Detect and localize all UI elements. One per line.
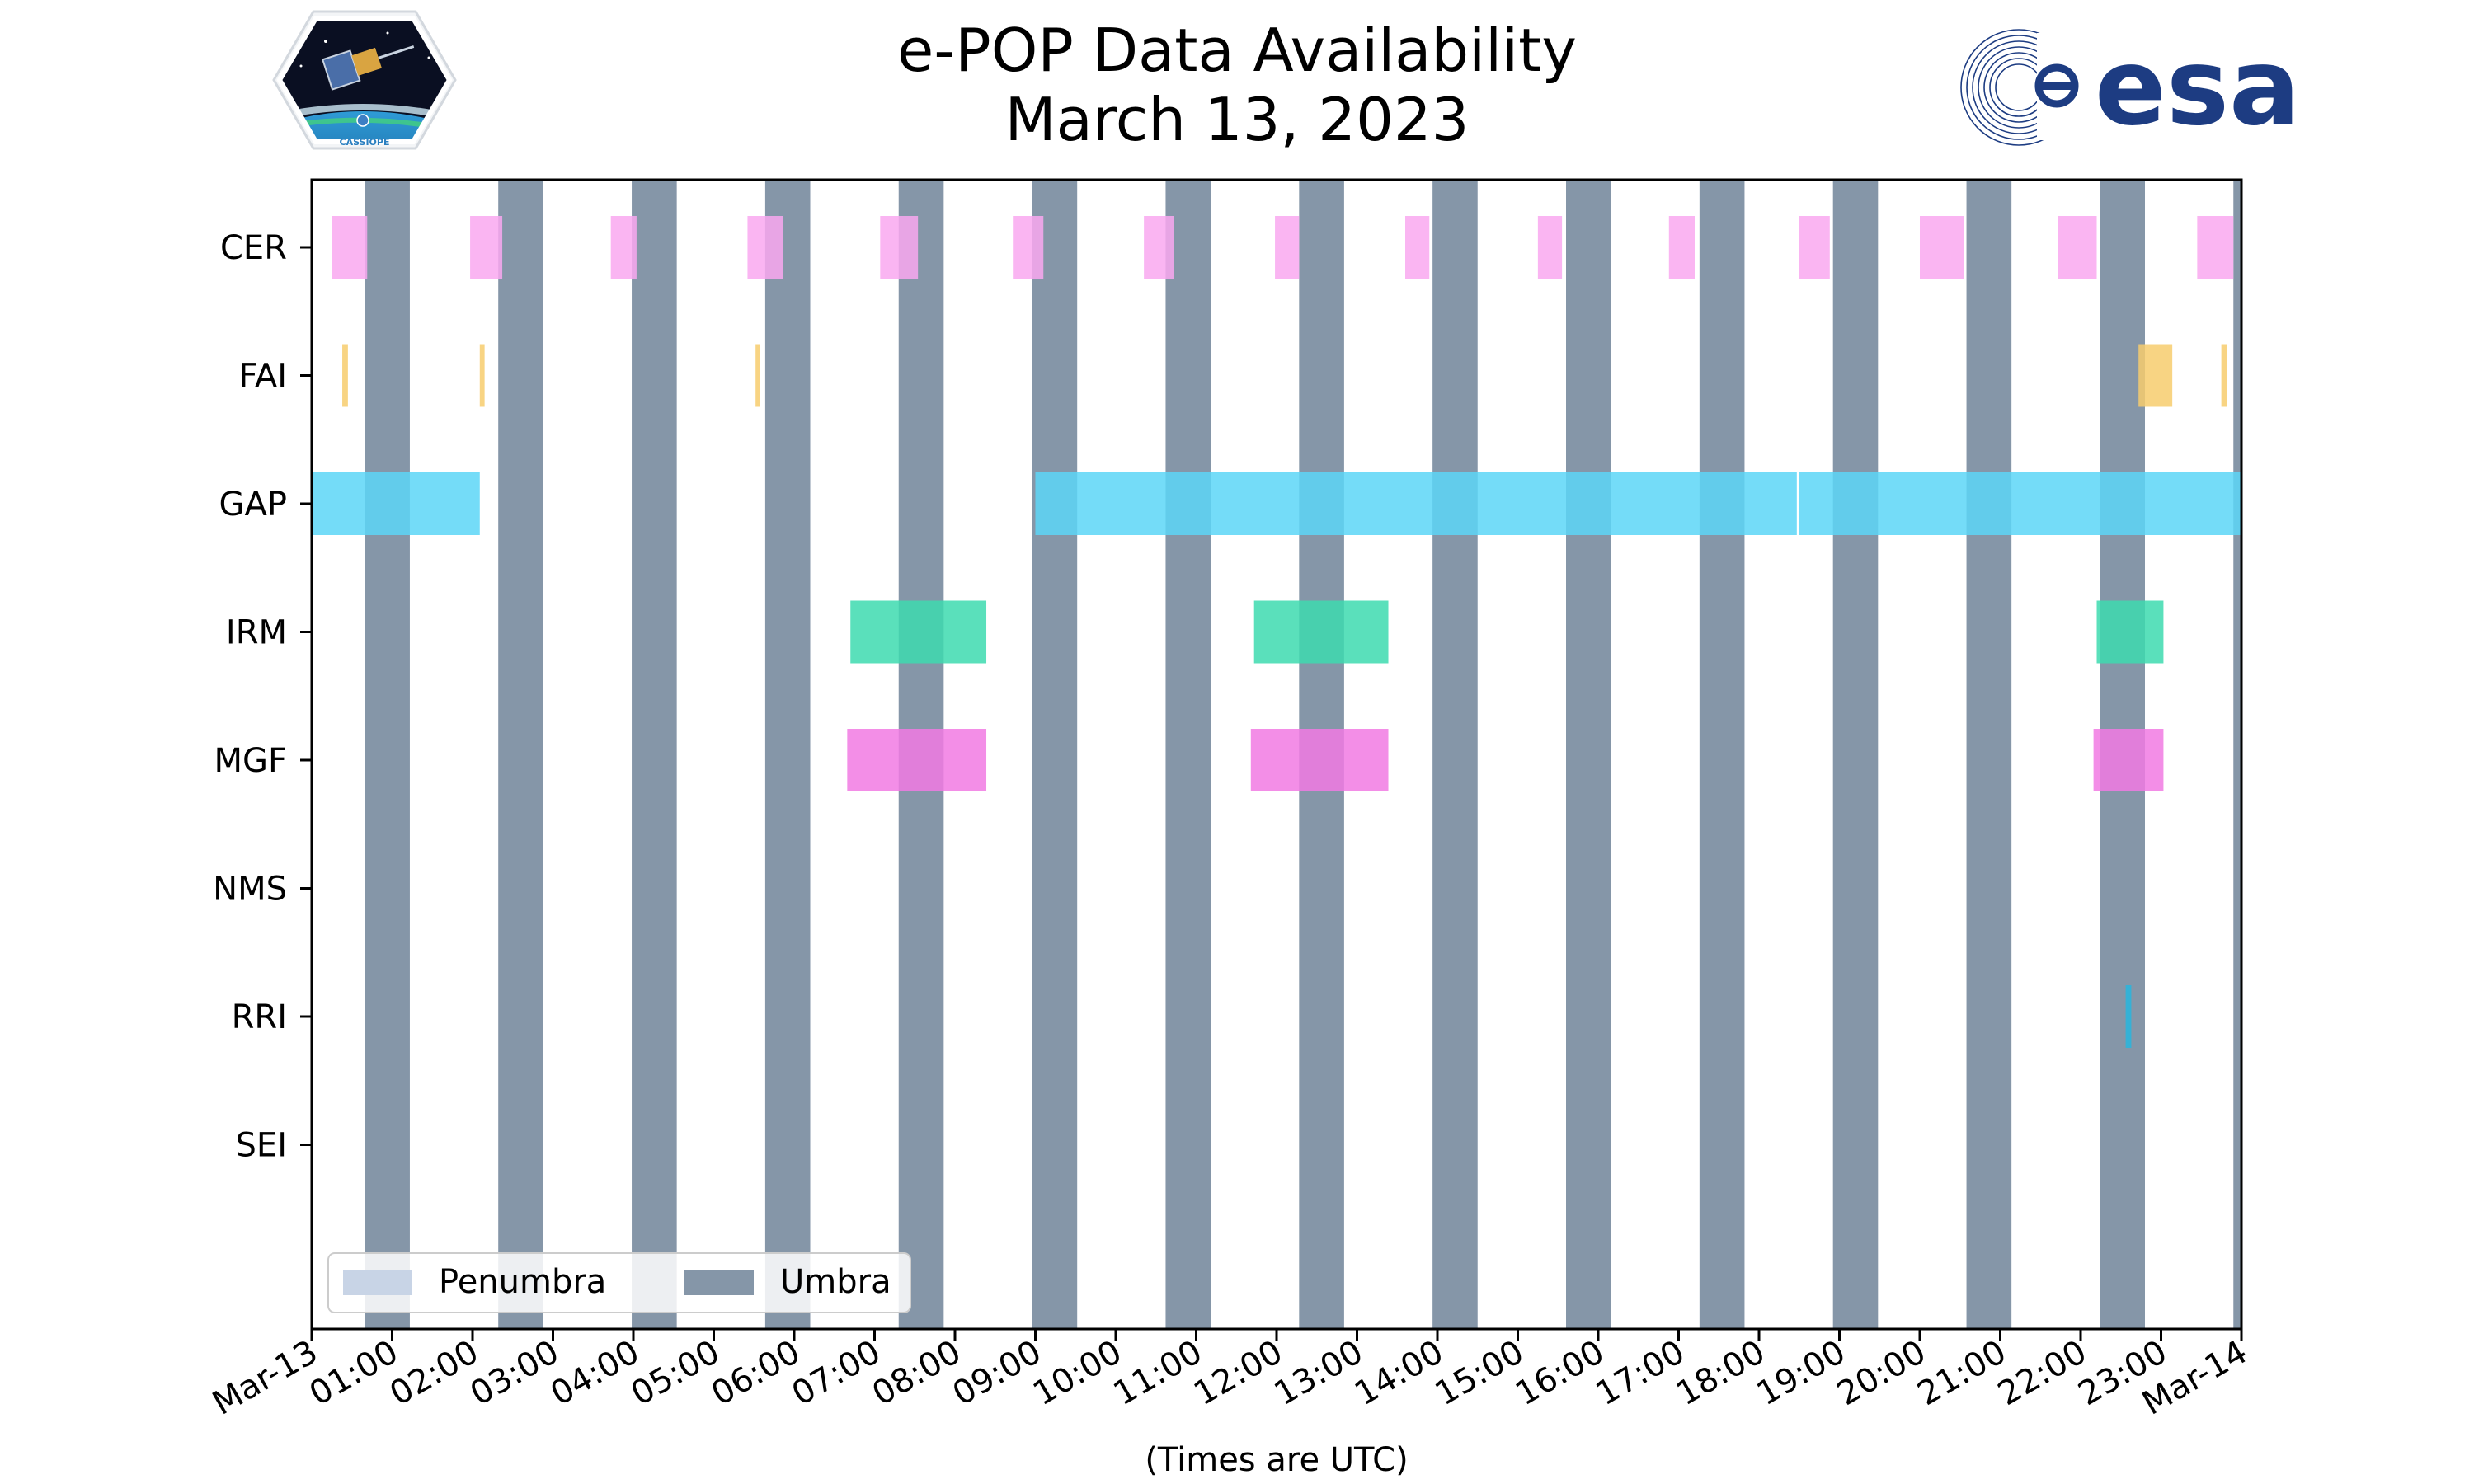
bar-cer-7	[1275, 216, 1300, 279]
bar-gap-2	[1799, 472, 2241, 535]
bar-cer-13	[2058, 216, 2097, 279]
cassiope-logo: CASSIOPE	[272, 10, 457, 150]
bar-irm-2	[2096, 600, 2164, 664]
bar-irm-0	[850, 600, 987, 664]
umbra-band-14	[2233, 180, 2241, 1329]
umbra-band-12	[1966, 180, 2012, 1329]
bar-cer-10	[1668, 216, 1695, 279]
umbra-band-6	[1165, 180, 1211, 1329]
legend-swatch-umbra	[684, 1270, 754, 1295]
bar-fai-3	[2138, 344, 2173, 407]
bar-fai-0	[342, 344, 348, 407]
bar-gap-0	[312, 472, 480, 535]
y-tick-label-nms: NMS	[213, 871, 287, 909]
bar-gap-1	[1035, 472, 1797, 535]
umbra-band-3	[764, 180, 811, 1329]
bar-cer-11	[1799, 216, 1830, 279]
legend: Penumbra Umbra	[327, 1252, 911, 1313]
cassiope-logo-text: CASSIOPE	[340, 137, 390, 148]
bar-cer-4	[880, 216, 919, 279]
bar-fai-4	[2221, 344, 2227, 407]
bar-mgf-0	[847, 729, 987, 791]
bar-cer-2	[610, 216, 637, 279]
bar-cer-6	[1144, 216, 1174, 279]
bar-fai-2	[755, 344, 760, 407]
esa-logo-text: esa	[2095, 26, 2300, 149]
legend-label-penumbra: Penumbra	[439, 1263, 606, 1301]
umbra-band-11	[1832, 180, 1879, 1329]
bar-mgf-1	[1250, 729, 1389, 791]
bar-cer-3	[747, 216, 783, 279]
y-tick-label-irm: IRM	[226, 614, 287, 652]
bar-cer-14	[2197, 216, 2234, 279]
umbra-band-5	[1032, 180, 1078, 1329]
chart-title: e-POP Data Availability	[897, 16, 1577, 85]
chart-subtitle: March 13, 2023	[1005, 85, 1470, 154]
esa-logo: esa	[1960, 26, 2300, 149]
bar-fai-1	[479, 344, 485, 407]
y-tick-label-mgf: MGF	[214, 742, 287, 780]
umbra-band-1	[498, 180, 543, 1329]
y-axis: CER FAI GAP IRM MGF NMS RRI SEI	[213, 229, 312, 1165]
bar-cer-12	[1920, 216, 1964, 279]
bar-cer-5	[1013, 216, 1044, 279]
y-tick-label-gap: GAP	[219, 486, 287, 524]
availability-bars	[312, 216, 2241, 1048]
bar-mgf-2	[2093, 729, 2164, 791]
bar-cer-0	[332, 216, 368, 279]
bar-cer-9	[1537, 216, 1563, 279]
umbra-band-2	[632, 180, 677, 1329]
bar-cer-1	[470, 216, 503, 279]
umbra-band-10	[1699, 180, 1745, 1329]
legend-box	[327, 1252, 911, 1313]
x-axis-label: (Times are UTC)	[1145, 1441, 1408, 1479]
y-tick-label-sei: SEI	[236, 1127, 287, 1165]
y-tick-label-cer: CER	[220, 229, 287, 267]
y-tick-label-rri: RRI	[232, 998, 287, 1036]
bar-rri-0	[2125, 985, 2132, 1048]
y-tick-label-fai: FAI	[239, 358, 288, 396]
legend-label-umbra: Umbra	[780, 1263, 891, 1301]
bar-irm-1	[1253, 600, 1389, 664]
legend-swatch-penumbra	[343, 1270, 412, 1295]
umbra-band-8	[1432, 180, 1478, 1329]
bar-cer-8	[1405, 216, 1430, 279]
umbra-band-9	[1566, 180, 1611, 1329]
umbra-band-0	[365, 180, 410, 1329]
